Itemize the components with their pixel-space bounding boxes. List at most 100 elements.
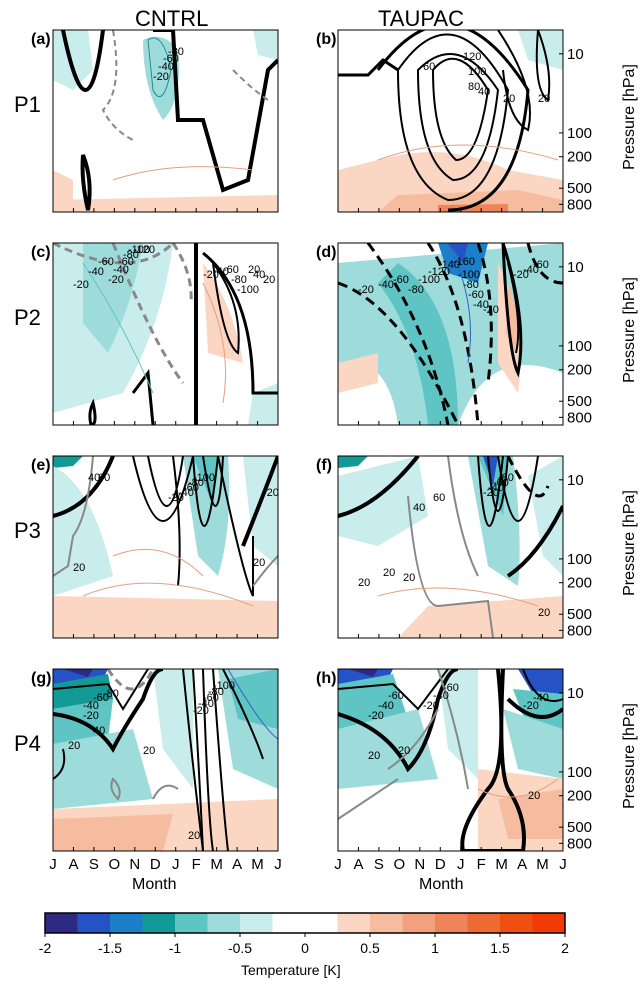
pressure-tick-label: 100	[567, 338, 592, 355]
shaded-region	[53, 729, 153, 809]
shaded-region	[153, 669, 193, 789]
shaded-region	[378, 190, 563, 212]
colorbar-swatch	[142, 913, 176, 933]
shaded-region	[528, 456, 563, 576]
panel-letter: (c)	[31, 244, 51, 261]
contour-line	[217, 456, 254, 597]
colorbar-swatch	[77, 913, 111, 933]
panel-letter: (d)	[316, 244, 336, 261]
contour-line	[426, 243, 480, 425]
contour-line	[506, 697, 563, 719]
contour-label: -120	[133, 244, 155, 256]
panel-letter: (a)	[31, 31, 51, 48]
row-label-p4: P4	[14, 731, 41, 756]
colorbar-swatch	[370, 913, 403, 933]
colorbar: -2 -1.5 -1 -0.5 0 0.5 1 1.5 2	[39, 912, 569, 956]
colorbar-swatch	[175, 913, 208, 933]
colorbar-tick-label: 1	[431, 940, 439, 956]
x-tick-label: D	[435, 856, 446, 873]
shaded-region	[53, 30, 93, 90]
contour-line	[172, 456, 181, 587]
contour-label: -40	[158, 61, 174, 73]
pressure-tick-label: 10	[567, 685, 584, 702]
panel-frame	[337, 455, 564, 639]
contour-label: -80	[408, 284, 424, 296]
contour-label: -40	[113, 264, 129, 276]
contour-label: -60	[98, 256, 114, 268]
contour-line	[212, 669, 229, 851]
pressure-tick-label: 100	[567, 551, 592, 568]
contour-line	[396, 33, 510, 202]
contour-label: 40	[93, 725, 105, 737]
contour-label: 40	[478, 86, 490, 98]
contour-line	[232, 69, 269, 101]
contour-line	[202, 669, 214, 851]
panel-a-field: -20-40-60-80	[53, 30, 278, 212]
x-tick-label: J	[559, 856, 567, 873]
panel-frame	[52, 668, 279, 852]
contour-line	[477, 778, 559, 798]
contour-line	[212, 262, 240, 355]
contour-line	[82, 262, 154, 394]
contour-line	[147, 456, 184, 507]
contour-line	[338, 456, 420, 518]
contour-label: -60	[118, 256, 134, 268]
contour-line	[522, 669, 563, 702]
shaded-region	[53, 170, 73, 202]
contour-label: 40	[253, 269, 265, 281]
contour-label: -80	[463, 279, 479, 291]
contour-label: -40	[378, 279, 394, 291]
contour-label: -80	[168, 46, 184, 58]
contour-label: -40	[83, 700, 99, 712]
contour-line	[101, 30, 134, 141]
shaded-region	[83, 243, 143, 353]
contour-line	[147, 37, 172, 98]
contour-line	[53, 456, 94, 577]
contour-line	[460, 669, 526, 851]
contour-line	[497, 456, 539, 522]
contour-label: -40	[523, 264, 539, 276]
contour-label: -60	[203, 692, 219, 704]
pressure-axis-label-p3: Pressure [hPa]	[621, 490, 638, 596]
contour-label: -120	[428, 266, 450, 278]
contour-label: -20	[368, 710, 384, 722]
contour-label: -60	[223, 264, 239, 276]
panel-c: -20-40-60-20-40-60-80-100-120-20-40-60-8…	[31, 242, 279, 426]
x-tick-label: O	[109, 856, 121, 873]
contour-line	[407, 495, 494, 638]
contour-line	[535, 30, 551, 102]
shaded-region	[503, 709, 563, 779]
colorbar-tick-label: -1	[169, 940, 182, 956]
panel-letter: (e)	[31, 457, 51, 474]
panel-frame	[52, 242, 279, 426]
x-tick-label: F	[192, 856, 201, 873]
contour-label: 20	[398, 745, 410, 757]
contour-label: 20	[383, 567, 395, 579]
contour-label: -40	[533, 692, 549, 704]
contour-label: -60	[533, 259, 549, 271]
x-tick-label: M	[536, 856, 549, 873]
contour-line	[507, 262, 520, 354]
colorbar-swatch	[207, 913, 241, 933]
shaded-region	[228, 669, 278, 729]
contour-label: 20	[403, 572, 415, 584]
x-tick-label: J	[334, 856, 342, 873]
contour-label: -20	[168, 492, 184, 504]
contour-line	[111, 243, 185, 384]
pressure-tick-label: 500	[567, 606, 592, 623]
contour-label: -40	[88, 266, 104, 278]
contour-line	[447, 456, 479, 577]
contour-line	[241, 456, 278, 547]
contour-label: 80	[468, 81, 480, 93]
contour-line	[501, 243, 523, 378]
contour-line	[53, 748, 66, 780]
contour-label: 100	[468, 66, 486, 78]
contour-line	[152, 784, 179, 800]
contour-label: -40	[198, 698, 214, 710]
panel-f-field: 20 20 20 40 60 -20-40-60-80 20	[338, 456, 563, 638]
contour-line	[53, 669, 164, 753]
contour-label: -20	[193, 705, 209, 717]
shaded-region	[253, 30, 278, 60]
panel-letter: (f)	[316, 457, 332, 474]
